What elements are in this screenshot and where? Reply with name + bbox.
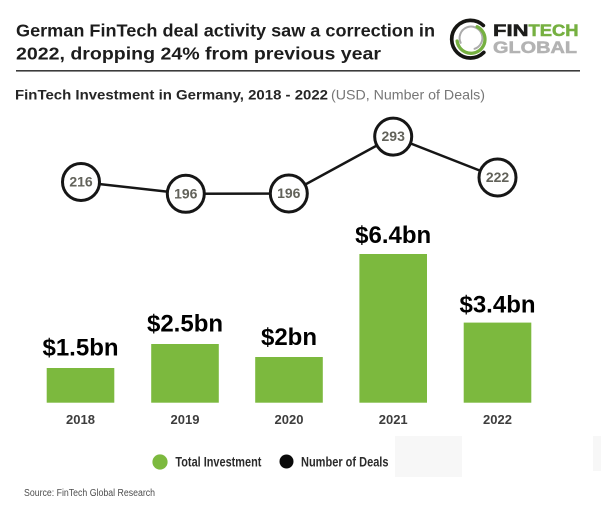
svg-text:2020: 2020: [275, 412, 304, 427]
svg-text:German FinTech deal activity s: German FinTech deal activity saw a corre…: [16, 21, 435, 41]
svg-text:FinTech Investment in Germany,: FinTech Investment in Germany, 2018 - 20…: [15, 87, 328, 103]
svg-text:196: 196: [277, 185, 301, 201]
svg-text:$3.4bn: $3.4bn: [459, 292, 535, 319]
svg-text:196: 196: [174, 185, 198, 201]
svg-text:GLOBAL: GLOBAL: [493, 39, 577, 57]
svg-text:Source: FinTech Global Researc: Source: FinTech Global Research: [24, 488, 155, 499]
svg-text:$1.5bn: $1.5bn: [42, 335, 118, 362]
svg-text:$2bn: $2bn: [261, 324, 317, 351]
svg-text:TECH: TECH: [529, 22, 579, 40]
svg-text:216: 216: [69, 174, 93, 190]
svg-text:$2.5bn: $2.5bn: [147, 311, 223, 338]
svg-text:2022, dropping 24% from previo: 2022, dropping 24% from previous year: [16, 44, 381, 64]
svg-text:222: 222: [486, 169, 510, 185]
svg-text:(USD, Number of Deals): (USD, Number of Deals): [331, 87, 485, 103]
svg-text:$6.4bn: $6.4bn: [355, 222, 431, 249]
svg-text:FIN: FIN: [493, 22, 529, 40]
svg-text:2018: 2018: [66, 412, 95, 427]
svg-text:2019: 2019: [171, 412, 200, 427]
svg-text:Total Investment: Total Investment: [175, 455, 261, 470]
svg-text:2021: 2021: [379, 412, 408, 427]
svg-text:Number of Deals: Number of Deals: [301, 455, 389, 470]
svg-text:2022: 2022: [483, 412, 512, 427]
svg-text:293: 293: [382, 128, 406, 144]
